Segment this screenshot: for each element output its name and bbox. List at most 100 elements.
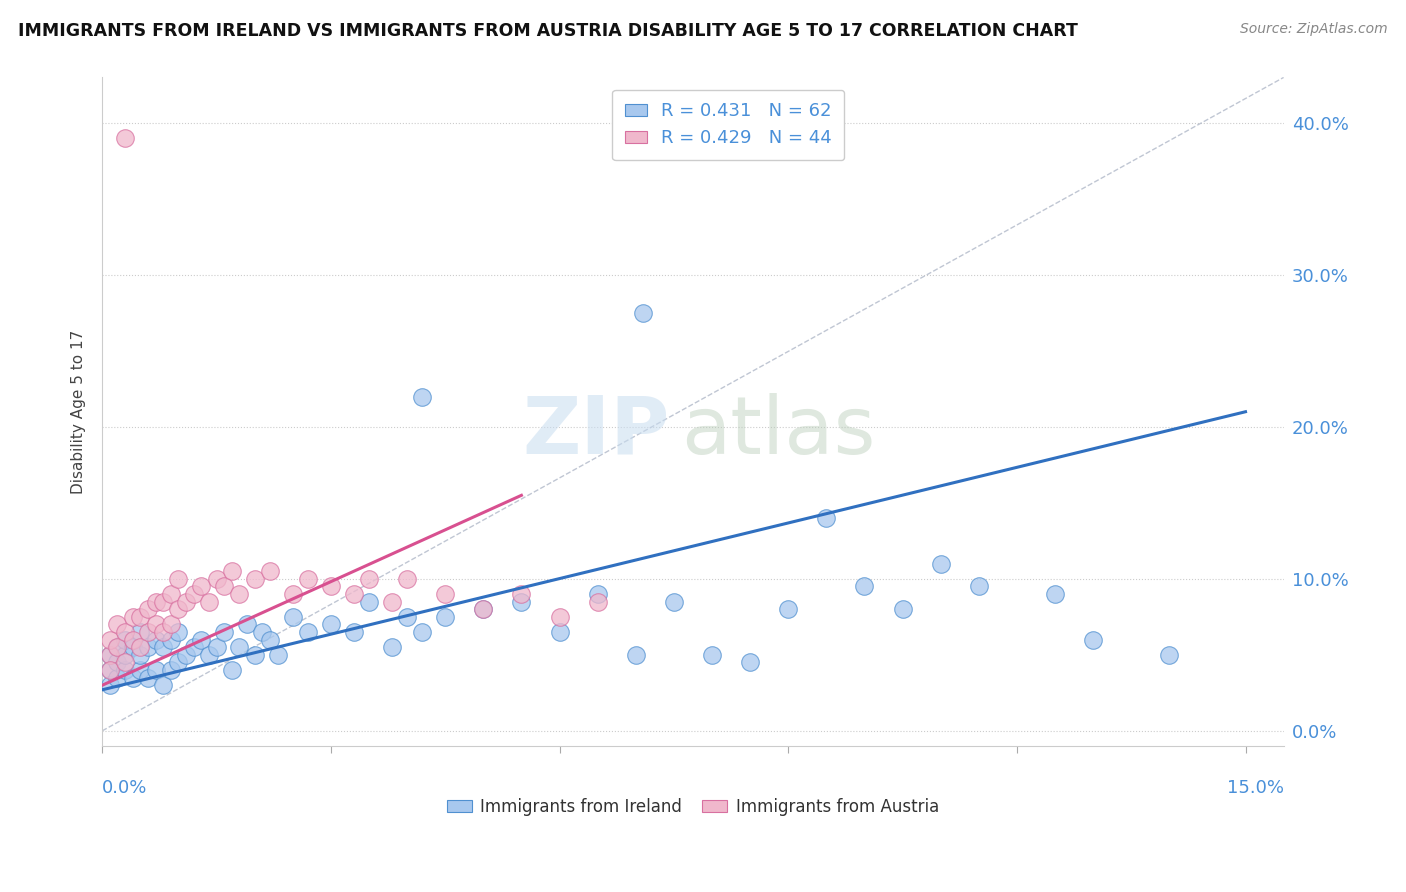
Point [98,648,121,662]
Point [228,640,250,655]
Point [633,306,655,320]
Legend: Immigrants from Ireland, Immigrants from Austria: Immigrants from Ireland, Immigrants from… [440,791,945,822]
Point [662,595,685,609]
Point [190,579,212,593]
Point [107,640,129,655]
Point [434,610,457,624]
Point [243,648,266,662]
Point [205,640,228,655]
Point [738,656,761,670]
Point [411,390,433,404]
Point [252,625,274,640]
Point [357,572,380,586]
Y-axis label: Disability Age 5 to 17: Disability Age 5 to 17 [72,330,86,494]
Point [121,632,143,647]
Point [152,595,174,609]
Point [159,617,181,632]
Point [107,656,129,670]
Point [174,595,197,609]
Point [114,656,136,670]
Point [145,632,167,647]
Point [136,625,159,640]
Point [121,640,143,655]
Text: 0.0%: 0.0% [103,780,148,797]
Point [778,602,800,616]
Point [129,610,152,624]
Point [381,595,404,609]
Point [396,572,419,586]
Point [129,625,152,640]
Point [221,663,243,677]
Point [129,663,152,677]
Point [1159,648,1181,662]
Point [136,640,159,655]
Point [152,640,174,655]
Point [853,579,876,593]
Point [167,602,190,616]
Point [114,632,136,647]
Point [343,625,366,640]
Point [221,564,243,578]
Point [152,678,174,692]
Point [381,640,404,655]
Point [297,572,319,586]
Point [167,625,190,640]
Point [967,579,990,593]
Point [121,671,143,685]
Point [114,625,136,640]
Point [266,648,288,662]
Point [145,595,167,609]
Text: 15.0%: 15.0% [1226,780,1284,797]
Point [548,610,571,624]
Text: ZIP: ZIP [522,392,669,471]
Point [1043,587,1066,601]
Point [129,640,152,655]
Point [167,656,190,670]
Point [98,632,121,647]
Point [167,572,190,586]
Point [891,602,914,616]
Point [174,648,197,662]
Point [319,617,342,632]
Point [319,579,342,593]
Point [929,557,952,571]
Point [107,640,129,655]
Point [183,640,205,655]
Point [586,595,609,609]
Point [1081,632,1104,647]
Point [98,663,121,677]
Point [815,511,838,525]
Point [121,610,143,624]
Text: Source: ZipAtlas.com: Source: ZipAtlas.com [1240,22,1388,37]
Point [434,587,457,601]
Point [183,587,205,601]
Point [548,625,571,640]
Point [281,587,304,601]
Point [212,625,235,640]
Point [107,671,129,685]
Point [396,610,419,624]
Point [228,587,250,601]
Text: IMMIGRANTS FROM IRELAND VS IMMIGRANTS FROM AUSTRIA DISABILITY AGE 5 TO 17 CORREL: IMMIGRANTS FROM IRELAND VS IMMIGRANTS FR… [18,22,1078,40]
Point [129,648,152,662]
Point [212,579,235,593]
Point [343,587,366,601]
Point [159,587,181,601]
Point [107,617,129,632]
Point [190,632,212,647]
Point [411,625,433,640]
Point [98,648,121,662]
Point [510,587,533,601]
Point [700,648,723,662]
Point [152,625,174,640]
Text: atlas: atlas [681,392,876,471]
Point [297,625,319,640]
Point [586,587,609,601]
Point [145,617,167,632]
Point [114,648,136,662]
Point [259,632,281,647]
Point [624,648,647,662]
Point [357,595,380,609]
Point [198,595,221,609]
Point [136,671,159,685]
